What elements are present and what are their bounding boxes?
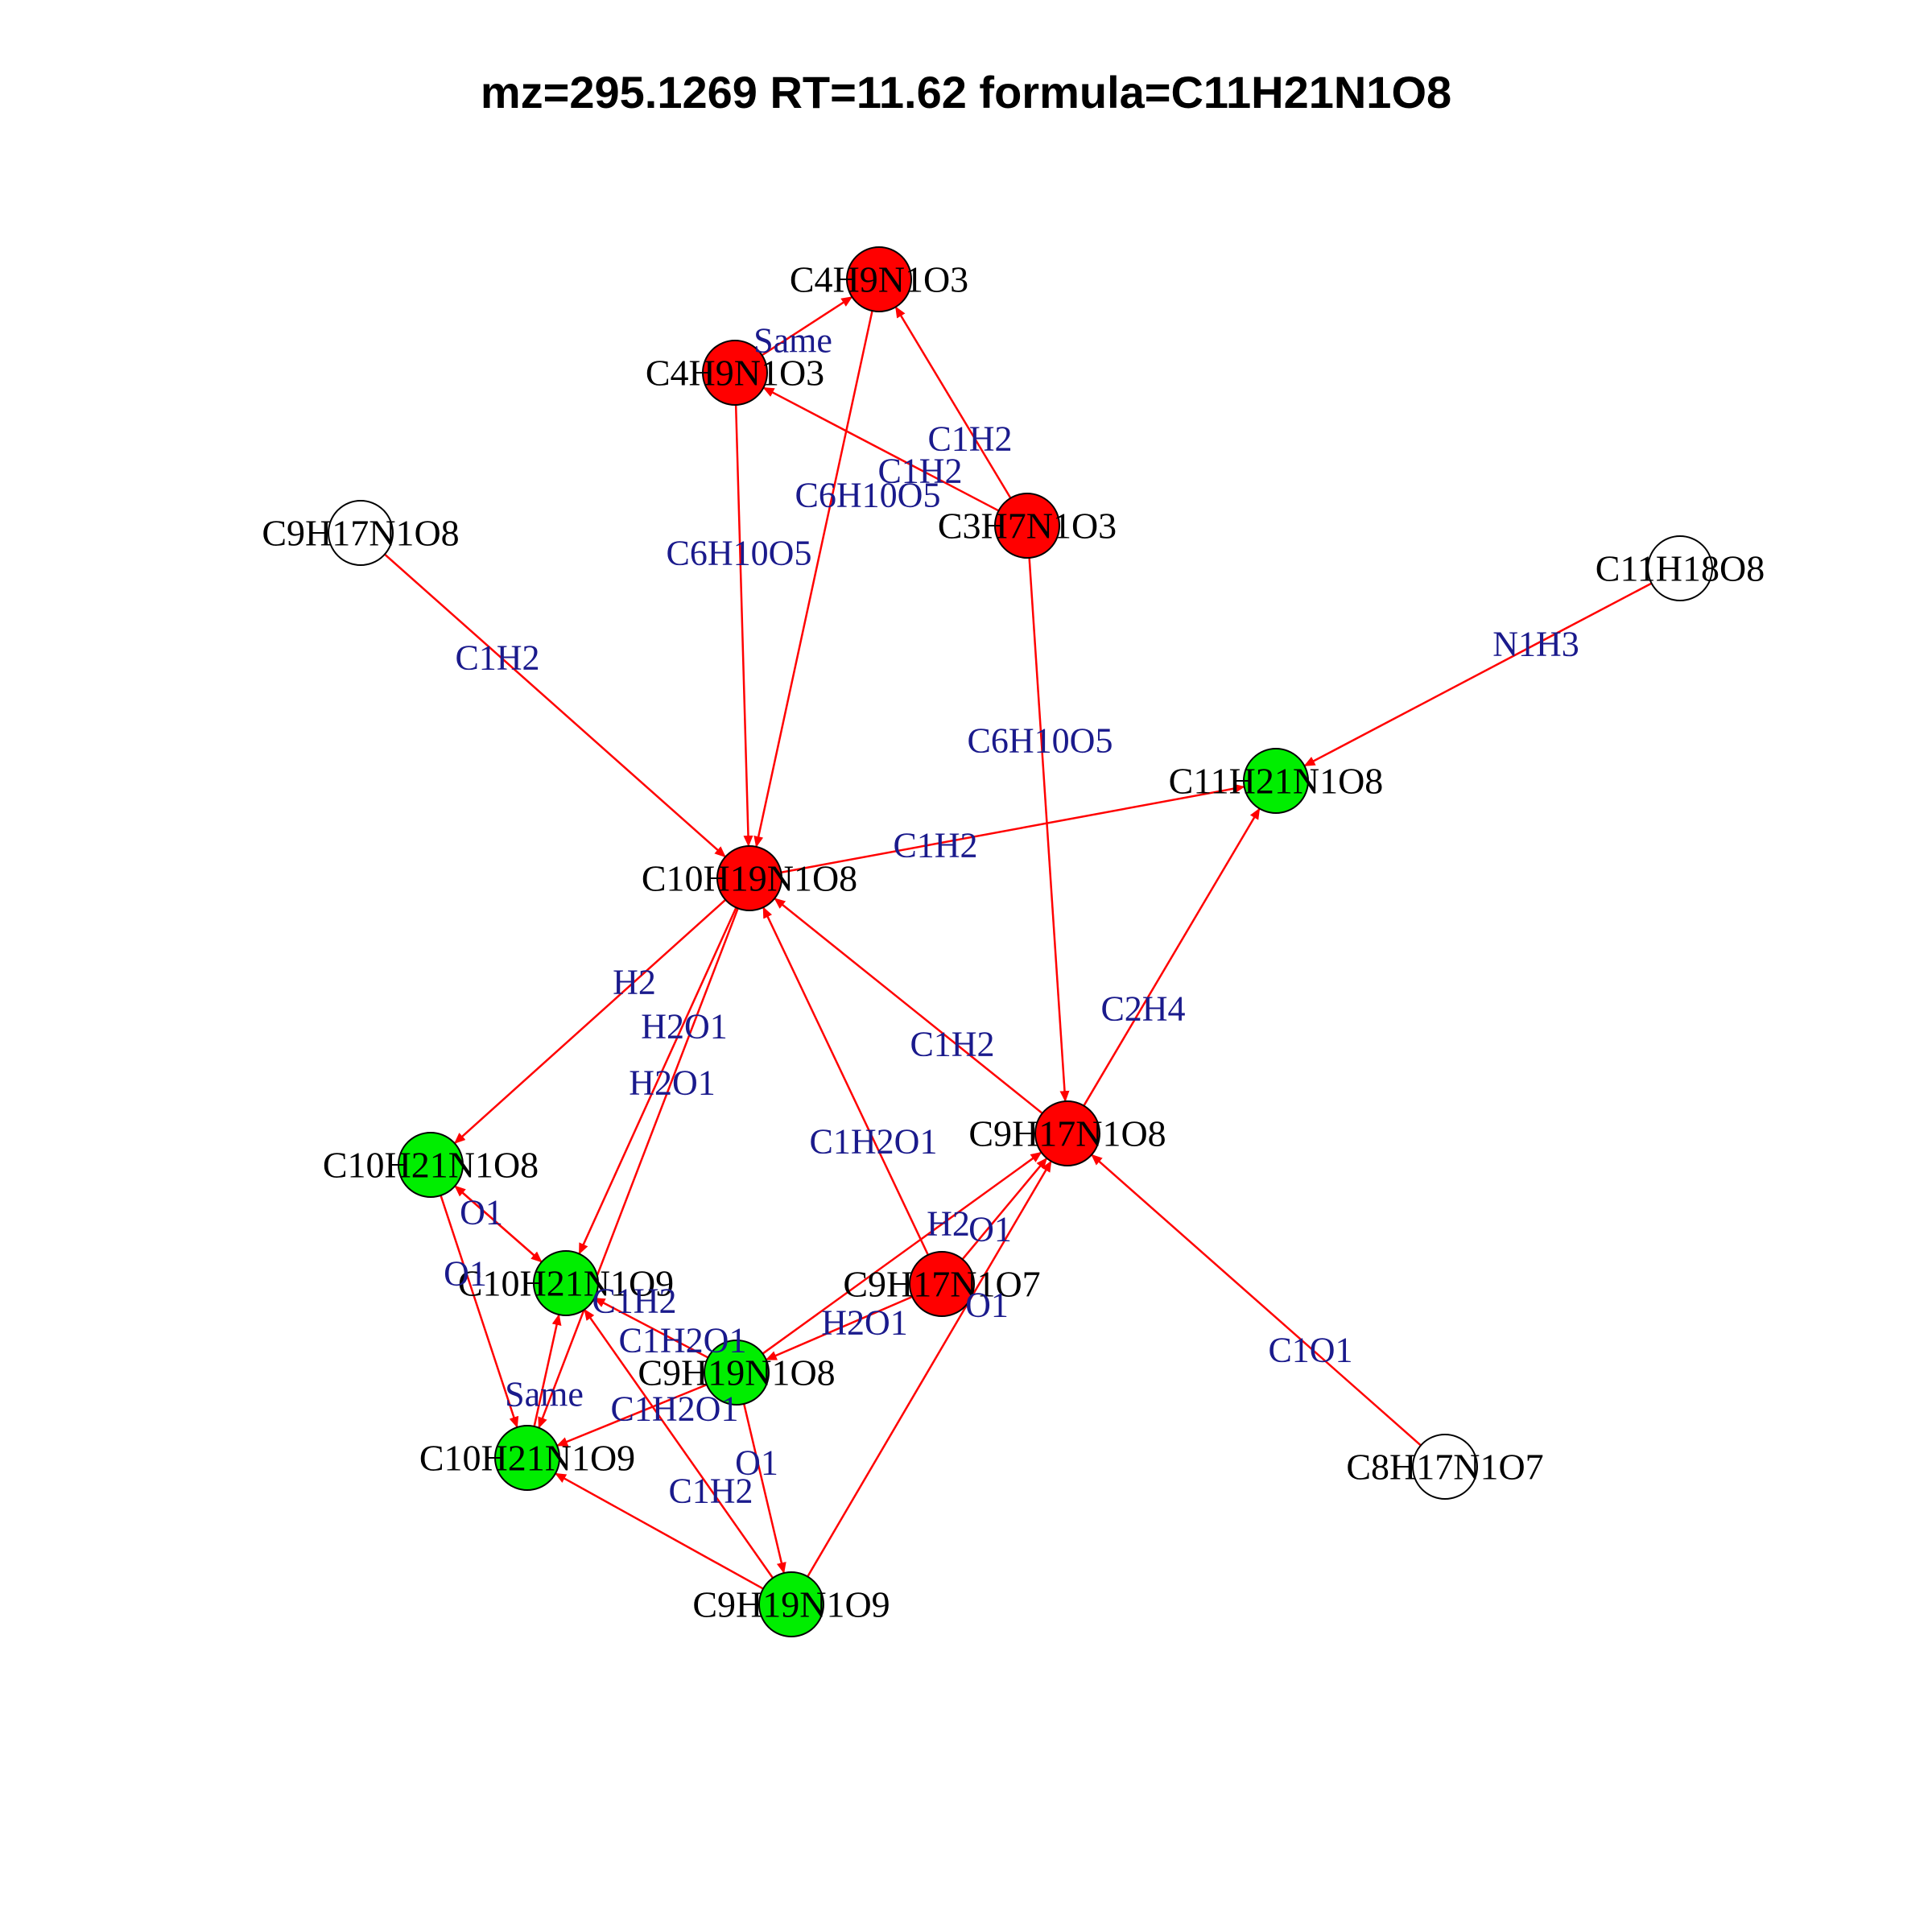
edge-n3-n2 [762,386,1000,512]
node-n14 [758,1571,824,1637]
edge-label: C6H10O5 [968,721,1113,761]
node-label: C4H9N1O3 [646,353,824,394]
edge-label: C1H2O1 [810,1122,938,1162]
edge-n7-n6 [781,783,1245,873]
edge-n8-n6 [1083,807,1261,1107]
edge-n7-n10 [578,906,737,1255]
node-label: C3H7N1O3 [938,506,1117,547]
nodes-layer [328,246,1713,1637]
edge-label: C2H4 [1100,989,1185,1029]
edge-label: O1 [965,1286,1009,1325]
node-n2 [702,340,768,406]
edge-n10-n9 [454,1185,543,1263]
edge-label: C6H10O5 [667,534,812,573]
node-label: C8H17N1O7 [1346,1447,1543,1488]
node-n15 [1412,1434,1478,1500]
edge-label: H2O1 [821,1303,908,1343]
node-label: C10H21N1O8 [323,1145,539,1186]
edge-label: O1 [735,1443,778,1483]
node-n10 [533,1250,599,1316]
edge-n5-n6 [1303,582,1653,767]
edge-n4-n7 [384,553,726,858]
node-n7 [716,845,782,911]
node-label: C9H17N1O8 [968,1113,1166,1154]
edge-n12-n14 [742,1403,786,1575]
edge-n11-n7 [762,906,929,1256]
node-label: C11H18O8 [1596,548,1765,589]
edge-label: H2 [927,1204,970,1244]
node-n5 [1647,535,1713,601]
node-n11 [909,1251,975,1317]
node-n12 [704,1340,770,1406]
edge-label: C1H2O1 [619,1321,747,1360]
edge-n14-n13 [555,1472,764,1590]
edge-label: Same [505,1375,584,1414]
edge-n2-n7 [734,404,753,848]
node-label: C10H21N1O9 [458,1263,674,1304]
edge-n11-n8 [961,1157,1048,1261]
edge-label: C1H2 [893,826,977,865]
node-n3 [994,493,1060,559]
edge-label: O1 [968,1210,1012,1249]
edge-n12-n10 [593,1297,709,1359]
edge-label: O1 [444,1254,487,1294]
edge-label: N1H3 [1492,625,1579,664]
node-label: C9H19N1O8 [638,1352,835,1393]
node-label: C11H21N1O8 [1169,761,1384,802]
edge-n7-n13 [538,907,739,1429]
edge-n14-n10 [583,1308,774,1579]
edge-label: C1H2 [927,419,1012,459]
node-n8 [1034,1100,1100,1166]
node-label: C9H17N1O8 [262,513,459,554]
edge-label: Same [753,321,832,361]
edge-n13-n10 [533,1314,562,1427]
node-label: C9H17N1O7 [843,1264,1040,1305]
edge-label: C1H2 [668,1472,753,1511]
edge-label: H2 [613,963,656,1002]
edge-n12-n13 [556,1383,708,1447]
edge-label: C1H2 [910,1025,994,1064]
edge-n3-n1 [894,306,1012,499]
edge-label: C1H2O1 [611,1389,739,1429]
node-label: C9H19N1O9 [692,1584,890,1625]
edge-label: O1 [460,1193,503,1232]
edge-label: C1O1 [1268,1331,1352,1370]
edge-n8-n7 [774,898,1043,1114]
edge-label: C1H2 [877,452,962,491]
edge-label: C1H2 [592,1282,676,1321]
node-n1 [846,246,912,312]
edge-n14-n8 [807,1160,1052,1578]
node-label: C10H19N1O8 [642,858,857,899]
edge-n9-n13 [440,1195,519,1428]
node-labels-layer: C4H9N1O3 C4H9N1O3 C3H7N1O3 C9H17N1O8 C11H18O… [262,259,1765,1625]
edge-label: H2O1 [629,1063,716,1103]
node-n4 [328,500,394,566]
edge-n1-n7 [753,310,873,848]
node-label: C4H9N1O3 [790,259,968,300]
edge-label: C6H10O5 [795,476,941,515]
node-n13 [494,1425,560,1491]
edge-n15-n8 [1091,1154,1422,1447]
edge-n2-n1 [761,295,853,357]
edge-n11-n12 [765,1295,913,1361]
edges-layer [384,295,1653,1590]
edge-label: C1H2 [455,638,539,678]
edge-label: H2O1 [641,1007,728,1046]
edge-n12-n8 [762,1151,1042,1355]
edge-n3-n8 [1028,557,1070,1103]
edge-n7-n9 [453,898,727,1145]
node-n9 [398,1132,464,1198]
node-n6 [1243,748,1309,814]
graph-title: mz=295.1269 RT=11.62 formula=C11H21N1O8 [480,67,1452,118]
node-label: C10H21N1O9 [419,1438,635,1479]
